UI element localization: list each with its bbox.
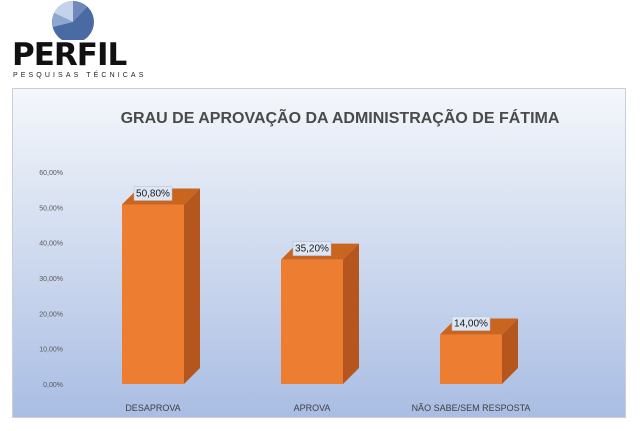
- y-tick-label: 40,00%: [39, 241, 63, 248]
- data-label-box: [133, 186, 173, 201]
- bar: 50,80%: [122, 186, 200, 384]
- y-tick-label: 20,00%: [39, 311, 63, 318]
- pie-logo-icon: [52, 0, 94, 40]
- data-label-box: [292, 241, 332, 256]
- bar-chart: GRAU DE APROVAÇÃO DA ADMINISTRAÇÃO DE FÁ…: [13, 89, 625, 417]
- y-tick-label: 0,00%: [43, 382, 63, 389]
- logo-wordmark: PERFIL: [12, 37, 127, 73]
- data-label-box: [451, 316, 491, 331]
- bar-front: [122, 204, 184, 384]
- data-label: 35,20%: [295, 244, 329, 255]
- bar-front: [281, 259, 343, 384]
- y-tick-label: 30,00%: [39, 276, 63, 283]
- bar: 35,20%: [281, 241, 359, 384]
- y-tick-label: 10,00%: [39, 347, 63, 354]
- bar-side: [502, 318, 518, 384]
- chart-title: GRAU DE APROVAÇÃO DA ADMINISTRAÇÃO DE FÁ…: [121, 107, 560, 127]
- x-category-label: NÃO SABE/SEM RESPOSTA: [412, 403, 531, 413]
- x-category-label: DESAPROVA: [125, 403, 180, 413]
- y-tick-label: 50,00%: [39, 205, 63, 212]
- data-label: 50,80%: [136, 189, 170, 200]
- bar-side: [343, 243, 359, 384]
- perfil-logo: PERFIL PESQUISAS TÉCNICAS: [0, 0, 160, 86]
- logo-tagline: PESQUISAS TÉCNICAS: [13, 72, 147, 79]
- y-tick-label: 60,00%: [39, 170, 63, 177]
- bar-side: [184, 188, 200, 384]
- chart-container: GRAU DE APROVAÇÃO DA ADMINISTRAÇÃO DE FÁ…: [12, 88, 626, 418]
- bar-front: [440, 334, 502, 384]
- bar: 14,00%: [440, 316, 518, 384]
- x-category-label: APROVA: [294, 403, 331, 413]
- data-label: 14,00%: [454, 319, 488, 330]
